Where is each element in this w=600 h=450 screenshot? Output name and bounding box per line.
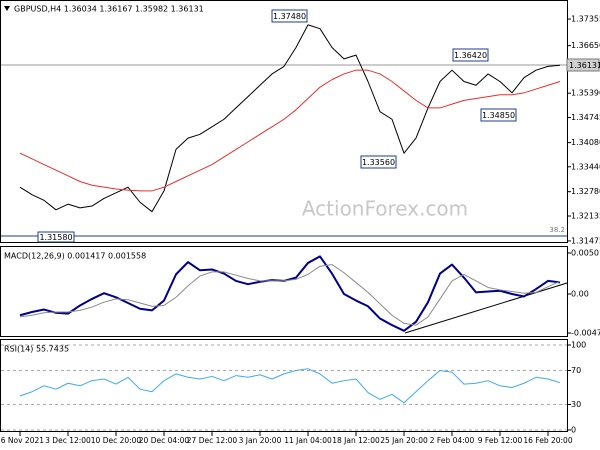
y-tick-label: 1.37355 <box>571 15 600 24</box>
y-tick-label: 1.31475 <box>571 236 600 245</box>
x-tick-label: 18 Jan 12:00 <box>332 436 380 445</box>
x-tick-label: 16 Feb 20:00 <box>523 436 572 445</box>
last-price-box <box>566 58 600 72</box>
x-tick-label: 2 Feb 04:00 <box>430 436 475 445</box>
annotation-box <box>37 231 75 243</box>
y-tick-label: 1.33440 <box>571 162 600 171</box>
panel-title: RSI(14) 55.7435 <box>4 345 69 354</box>
y-tick-label: 0 <box>571 425 576 434</box>
annotation: 1.31580 <box>39 233 72 242</box>
annotation-box <box>480 108 517 122</box>
x-tick-label: 20 Dec 04:00 <box>139 436 190 445</box>
series-line <box>19 264 561 326</box>
x-tick-label: 3 Jan 20:00 <box>239 436 282 445</box>
x-tick-label: 27 Dec 12:00 <box>187 436 238 445</box>
watermark: ActionForex.com <box>302 197 468 221</box>
menu-arrow <box>4 6 10 11</box>
annotation-box <box>360 155 397 169</box>
x-tick-label: 9 Feb 12:00 <box>478 436 523 445</box>
panel-title: MACD(12,26,9) 0.001417 0.001558 <box>4 252 146 261</box>
price-panel <box>0 0 568 243</box>
annotations: 1.37480 1.36420 1.34850 1.33560 1.31580 <box>37 9 517 243</box>
y-tick-label: 70 <box>571 366 581 375</box>
series-line <box>19 69 561 192</box>
trend-line <box>404 282 568 334</box>
rsi-panel <box>0 339 568 432</box>
y-tick-label: 100 <box>571 341 586 350</box>
annotation: 1.37480 <box>273 12 306 21</box>
y-tick-label: 0.005015 <box>571 249 600 258</box>
series-line <box>19 368 561 404</box>
y-tick-label: -0.004773 <box>571 329 600 338</box>
y-tick-label: 1.32780 <box>571 187 600 196</box>
panel-title: GBPUSD,H4 1.36034 1.36167 1.35982 1.3613… <box>14 5 204 14</box>
y-tick-label: 1.36650 <box>571 41 600 50</box>
annotation: 1.36420 <box>454 51 487 60</box>
y-tick-label: 0.00 <box>571 290 589 299</box>
y-tick-label: 1.35390 <box>571 89 600 98</box>
annotation: 1.34850 <box>482 111 515 120</box>
annotation-box <box>271 9 308 23</box>
series-line <box>19 24 561 213</box>
x-tick-label: 3 Dec 12:00 <box>45 436 91 445</box>
x-tick-label: 10 Dec 20:00 <box>91 436 142 445</box>
x-tick-label: 25 Jan 20:00 <box>380 436 428 445</box>
y-tick-label: 1.34080 <box>571 138 600 147</box>
annotation: 1.33560 <box>362 158 395 167</box>
fib-label: 38.2 <box>549 226 565 234</box>
y-tick-label: 1.32135 <box>571 212 600 221</box>
series-line <box>19 255 561 332</box>
x-tick-label: 11 Jan 04:00 <box>284 436 332 445</box>
y-tick-label: 30 <box>571 400 581 409</box>
last-price-label: 1.36131 <box>569 61 600 70</box>
macd-panel <box>0 246 568 337</box>
y-tick-label: 1.34745 <box>571 113 600 122</box>
x-tick-label: 26 Nov 2021 <box>0 436 44 445</box>
annotation-box <box>452 48 489 62</box>
